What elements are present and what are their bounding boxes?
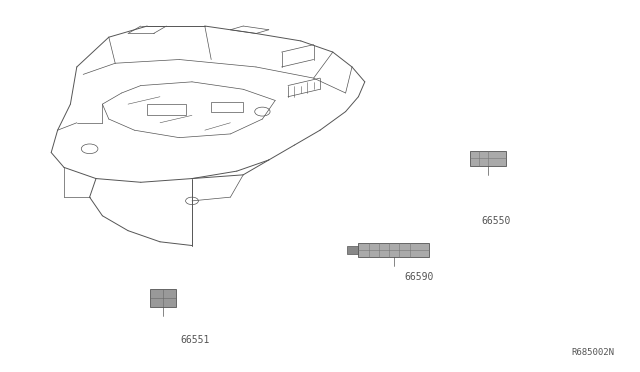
- FancyBboxPatch shape: [150, 289, 176, 307]
- Text: 66590: 66590: [404, 272, 434, 282]
- FancyBboxPatch shape: [358, 243, 429, 257]
- Text: 66550: 66550: [481, 216, 511, 226]
- Text: R685002N: R685002N: [572, 348, 614, 357]
- Text: 66551: 66551: [180, 335, 210, 345]
- FancyBboxPatch shape: [470, 151, 506, 166]
- FancyBboxPatch shape: [347, 246, 358, 254]
